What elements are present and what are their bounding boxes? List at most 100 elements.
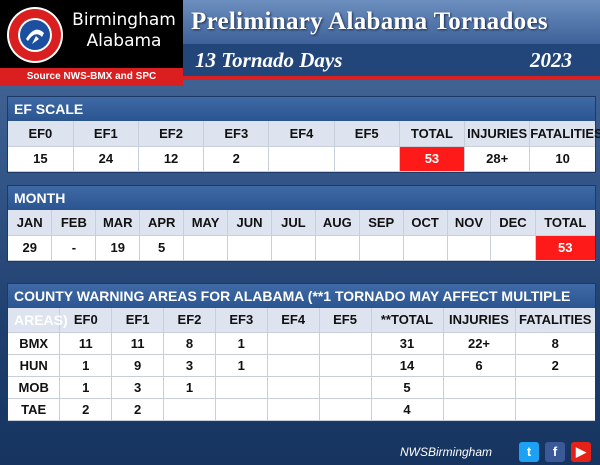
month-value-cell [227,235,272,261]
cwa-value-cell: 14 [371,354,444,377]
cwa-value-cell [515,398,595,421]
social-handle: NWSBirmingham [400,445,493,459]
cwa-value-cell: 2 [515,354,595,377]
ef-value-cell: 15 [8,146,74,172]
ef-header-row: EF0 EF1 EF2 EF3 EF4 EF5 TOTAL INJURIES F… [8,121,600,147]
month-value-cell [271,235,316,261]
cwa-value-cell: 3 [163,354,216,377]
cwa-value-cell [443,398,516,421]
month-value-cell [447,235,492,261]
cwa-value-cell: 1 [59,354,113,377]
cwa-value-cell: 2 [59,398,113,421]
cwa-col-header: FATALITIES [515,308,595,333]
ef-value-cell [334,146,400,172]
ef-col-header: EF1 [73,121,139,147]
cwa-office-cell: TAE [8,398,61,421]
cwa-office-cell: BMX [8,332,61,355]
facebook-icon[interactable]: f [545,442,565,462]
month-col-header: APR [139,210,185,236]
month-col-header: AUG [315,210,360,236]
ef-scale-table: EF0 EF1 EF2 EF3 EF4 EF5 TOTAL INJURIES F… [8,121,600,172]
month-panel: MONTH JAN FEB MAR APR MAY JUN JUL AUG SE… [7,185,596,262]
month-value-cell: 5 [139,235,185,261]
source-label: Source NWS-BMX and SPC [0,68,183,86]
cwa-col-header [8,308,61,333]
cwa-col-header: EF1 [111,308,165,333]
cwa-row-mob: MOB 1 3 1 5 [8,376,595,399]
ef-values-row: 15 24 12 2 53 28+ 10 [8,146,595,172]
twitter-icon[interactable]: t [519,442,539,462]
youtube-icon[interactable]: ▶ [571,442,591,462]
ef-scale-heading: EF SCALE [8,97,595,121]
office-line2: Alabama [86,31,162,51]
cwa-col-header: EF3 [215,308,268,333]
cwa-office-cell: MOB [8,376,61,399]
month-value-cell: 29 [8,235,53,261]
cwa-col-header: EF5 [319,308,372,333]
month-col-header: SEP [359,210,404,236]
month-col-header: MAY [183,210,229,236]
month-total-cell: 53 [535,235,595,261]
cwa-office-cell: HUN [8,354,61,377]
nws-seal-icon [7,7,63,63]
subtitle-bar: 13 Tornado Days 2023 [183,44,600,80]
month-col-header: NOV [447,210,492,236]
cwa-value-cell [267,376,320,399]
month-value-cell [403,235,448,261]
cwa-col-header: **TOTAL [371,308,444,333]
cwa-value-cell [319,398,372,421]
cwa-value-cell: 2 [111,398,165,421]
ef-total-cell: 53 [399,146,466,172]
cwa-col-header: EF2 [163,308,216,333]
month-col-header: MAR [95,210,141,236]
month-col-header: JAN [8,210,53,236]
cwa-value-cell: 1 [59,376,113,399]
ef-col-header: EF3 [203,121,270,147]
month-col-header: TOTAL [535,210,595,236]
ef-scale-panel: EF SCALE EF0 EF1 EF2 EF3 EF4 EF5 TOTAL I… [7,96,600,173]
month-col-header: FEB [51,210,97,236]
cwa-value-cell: 11 [111,332,165,355]
cwa-row-tae: TAE 2 2 4 [8,398,595,421]
cwa-value-cell: 1 [163,376,216,399]
cwa-value-cell: 22+ [443,332,516,355]
cwa-panel: COUNTY WARNING AREAS FOR ALABAMA (**1 TO… [7,283,596,422]
cwa-value-cell [267,398,320,421]
cwa-value-cell [319,376,372,399]
cwa-col-header: INJURIES [443,308,516,333]
cwa-value-cell [267,332,320,355]
cwa-value-cell [267,354,320,377]
cwa-value-cell [215,398,268,421]
cwa-value-cell [443,376,516,399]
ef-value-cell: 12 [138,146,205,172]
month-col-header: JUN [227,210,272,236]
month-col-header: JUL [271,210,316,236]
cwa-value-cell: 4 [371,398,444,421]
cwa-value-cell: 1 [215,354,268,377]
office-name: Birmingham Alabama [68,10,180,52]
month-col-header: DEC [490,210,536,236]
nws-logo-block: Birmingham Alabama Source NWS-BMX and SP… [0,0,183,86]
month-values-row: 29 - 19 5 53 [8,235,595,261]
month-col-header: OCT [403,210,448,236]
cwa-value-cell [515,376,595,399]
month-header-row: JAN FEB MAR APR MAY JUN JUL AUG SEP OCT … [8,210,595,236]
month-table: JAN FEB MAR APR MAY JUN JUL AUG SEP OCT … [8,210,595,261]
cwa-row-bmx: BMX 11 11 8 1 31 22+ 8 [8,332,595,355]
ef-col-header: EF5 [334,121,400,147]
tornado-days: 13 Tornado Days [195,48,343,72]
ef-col-header: FATALITIES [529,121,600,147]
ef-value-cell [268,146,335,172]
ef-value-cell: 28+ [464,146,531,172]
cwa-row-hun: HUN 1 9 3 1 14 6 2 [8,354,595,377]
cwa-value-cell [319,354,372,377]
office-line1: Birmingham [72,10,176,30]
year-label: 2023 [530,48,572,72]
month-value-cell [490,235,536,261]
cwa-value-cell: 9 [111,354,165,377]
cwa-value-cell: 8 [163,332,216,355]
cwa-value-cell: 31 [371,332,444,355]
cwa-table: EF0 EF1 EF2 EF3 EF4 EF5 **TOTAL INJURIES… [8,308,595,421]
cwa-col-header: EF0 [59,308,113,333]
ef-value-cell: 24 [73,146,139,172]
